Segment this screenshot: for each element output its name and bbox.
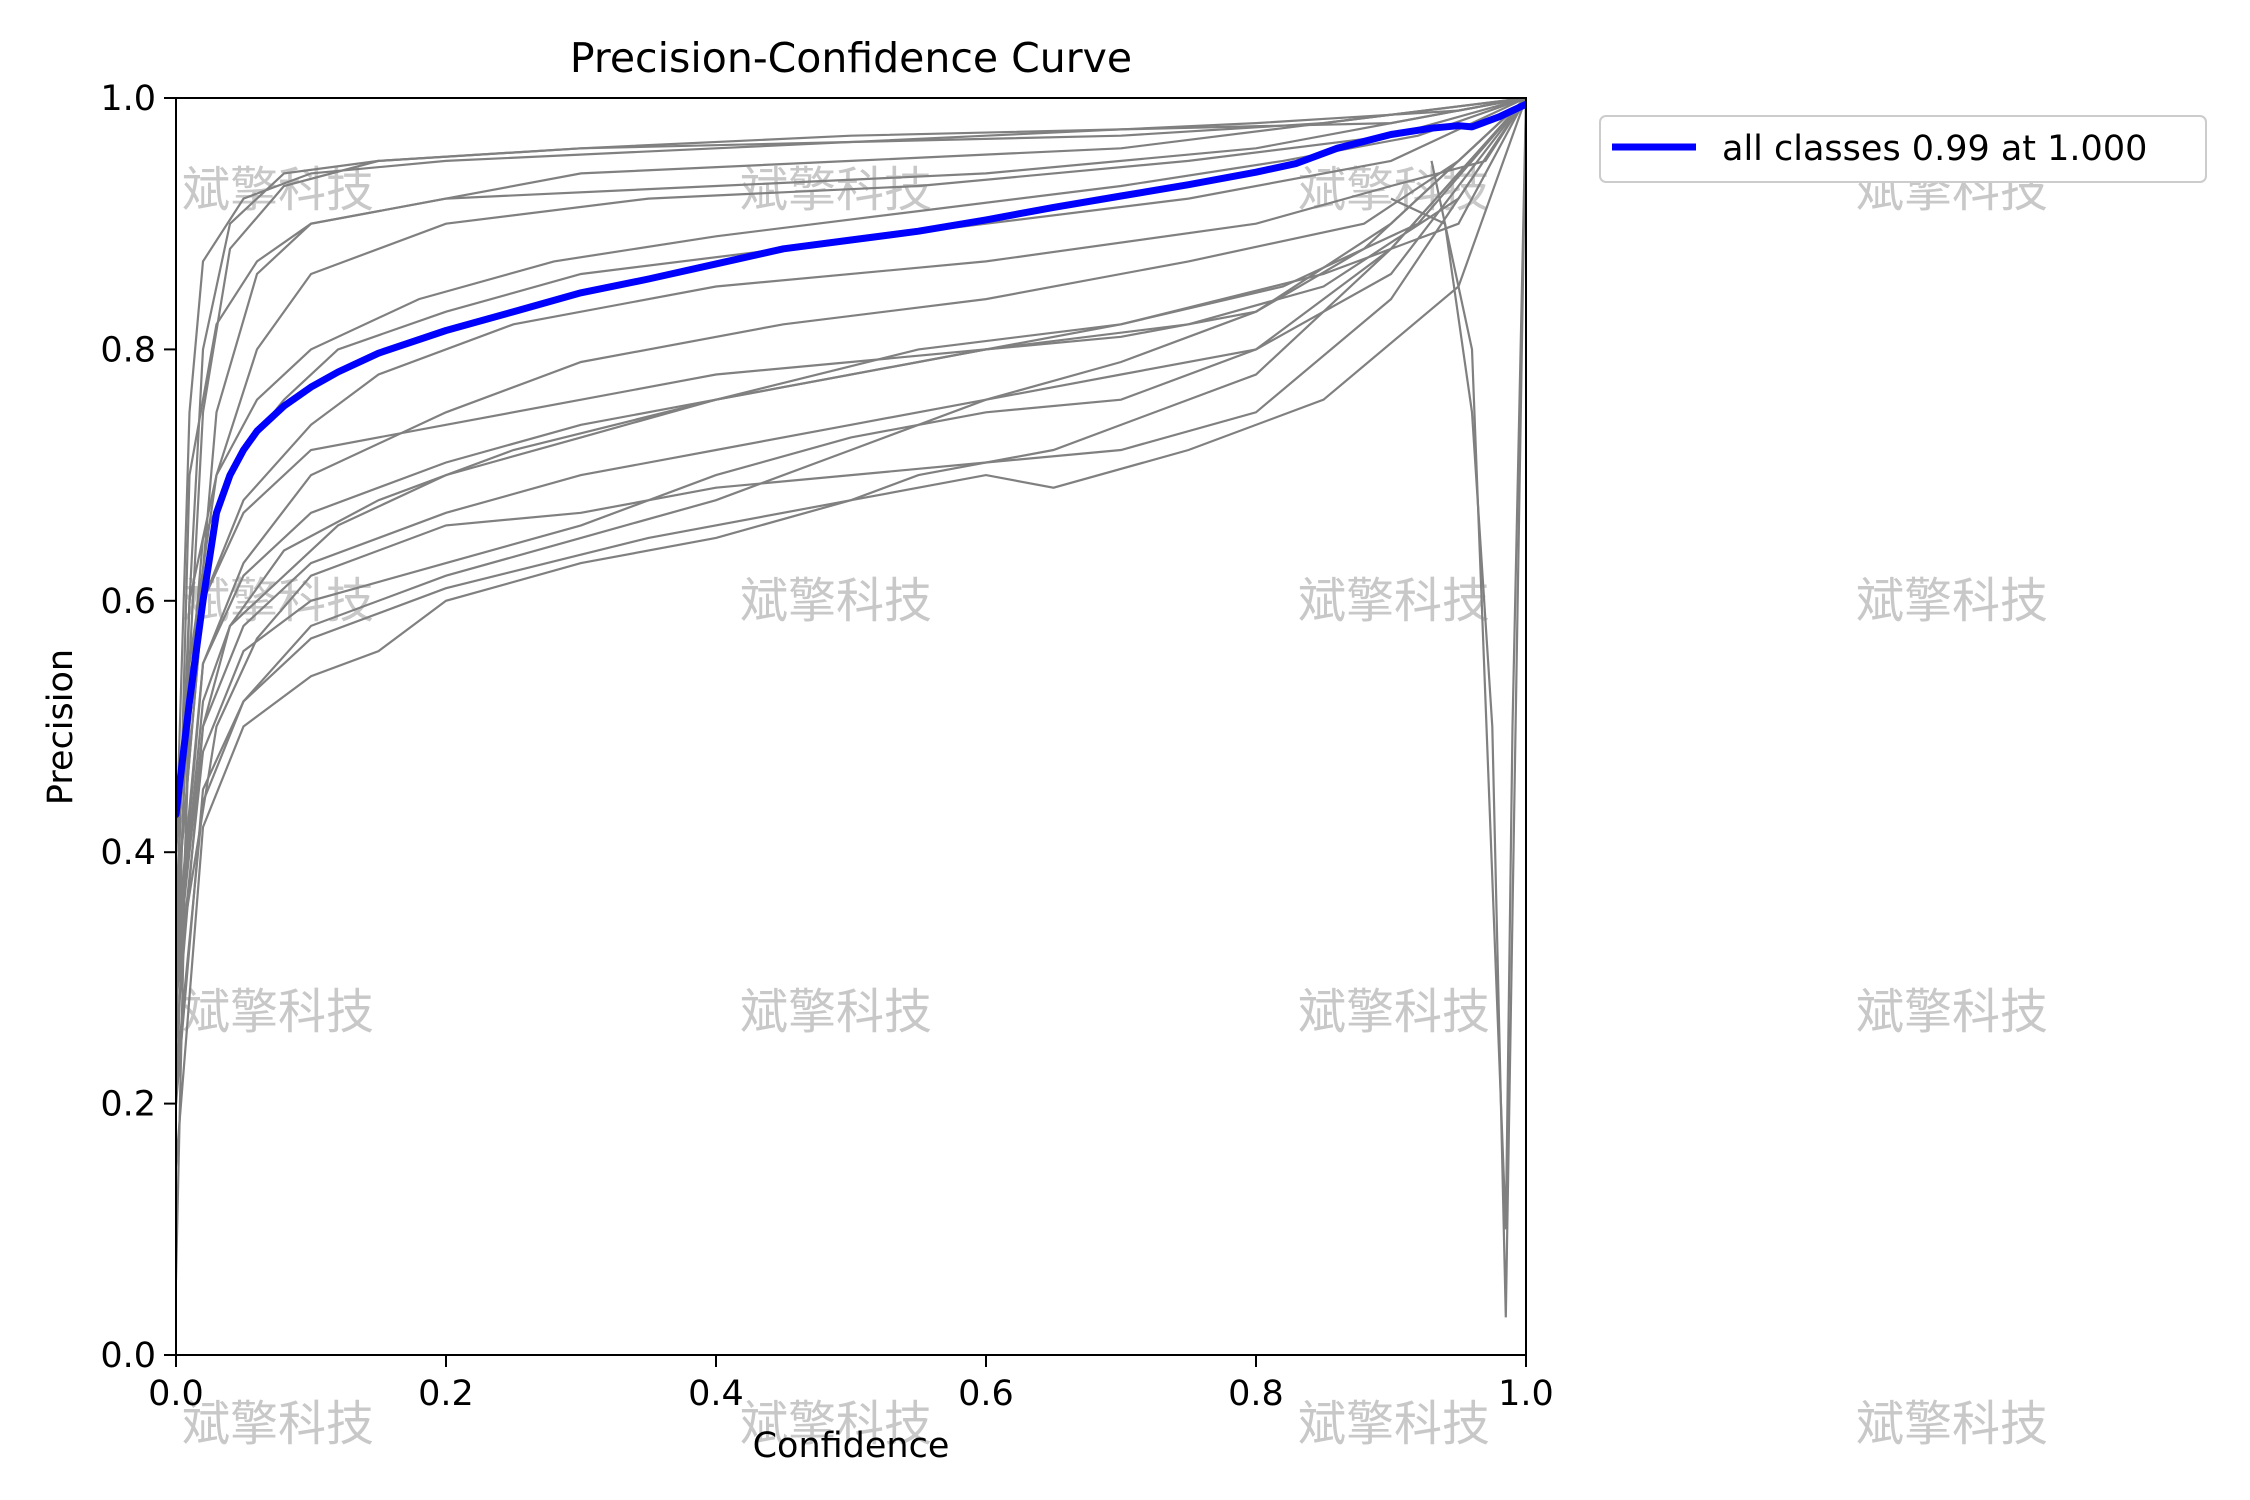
class-curve (176, 98, 1526, 979)
watermark-text: 斌擎科技 (740, 984, 932, 1040)
class-curve-drop (1430, 98, 1526, 1230)
legend-box (1599, 115, 2207, 183)
chart-title: Precision-Confidence Curve (570, 34, 1132, 82)
plot-frame (175, 97, 1527, 1356)
watermark-text: 斌擎科技 (1856, 984, 2048, 1040)
y-tick-label: 1.0 (100, 79, 156, 119)
class-curve (176, 98, 1526, 978)
x-tick-label: 0.4 (688, 1374, 744, 1414)
x-tick-label: 0.2 (418, 1374, 474, 1414)
watermark-text: 斌擎科技 (1298, 573, 1490, 629)
class-curve (176, 98, 1526, 916)
y-tick-label: 0.4 (100, 833, 156, 873)
x-tick-label: 0.8 (1228, 1374, 1284, 1414)
class-curve (176, 98, 1526, 916)
x-axis-ticks: 0.0 0.2 0.4 0.6 0.8 1.0 (148, 1355, 1554, 1414)
class-curve (176, 98, 1526, 1041)
class-curve (176, 98, 1526, 978)
legend: all classes 0.99 at 1.000 (1599, 115, 2207, 183)
class-curve-drop (1390, 98, 1526, 1318)
all-classes-curve (176, 100, 1526, 818)
y-tick-label: 0.6 (100, 582, 156, 622)
class-curve (176, 98, 1526, 1167)
watermark-text: 斌擎科技 (1298, 1396, 1490, 1452)
watermark-text: 斌擎科技 (1298, 984, 1490, 1040)
watermark-text: 斌擎科技 (182, 984, 374, 1040)
y-axis-label: Precision (41, 649, 81, 805)
class-curve (176, 98, 1526, 853)
watermark-text: 斌擎科技 (182, 1396, 374, 1452)
y-tick-label: 0.2 (100, 1085, 156, 1125)
y-axis-ticks: 0.0 0.2 0.4 0.6 0.8 1.0 (100, 79, 176, 1376)
class-curve (176, 98, 1526, 1041)
legend-label-all-classes: all classes 0.99 at 1.000 (1722, 129, 2147, 169)
class-curve (176, 98, 1526, 979)
y-tick-label: 0.8 (100, 330, 156, 370)
watermark-text: 斌擎科技 (740, 1396, 932, 1452)
watermark-text: 斌擎科技 (740, 573, 932, 629)
class-curves-group (176, 98, 1526, 1318)
all-classes-curve-group (176, 100, 1526, 818)
x-tick-label: 0.0 (148, 1374, 204, 1414)
class-curve (176, 98, 1526, 979)
x-tick-label: 1.0 (1498, 1374, 1554, 1414)
x-axis-label: Confidence (753, 1426, 950, 1466)
class-curve (176, 98, 1526, 1079)
y-tick-label: 0.0 (100, 1336, 156, 1376)
class-curve (176, 98, 1526, 978)
watermark-text: 斌擎科技 (1856, 1396, 2048, 1452)
class-curve (176, 98, 1526, 953)
watermark-text: 斌擎科技 (1856, 573, 2048, 629)
x-tick-label: 0.6 (958, 1374, 1014, 1414)
